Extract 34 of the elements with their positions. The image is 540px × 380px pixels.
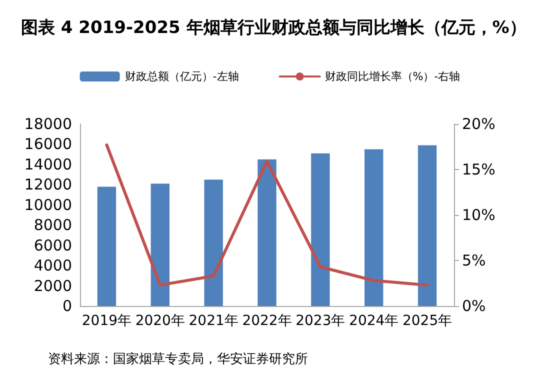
x-tick-label: 2020年 [135,313,185,329]
bar [204,180,223,306]
x-tick-label: 2023年 [296,313,346,329]
x-tick-label: 2019年 [82,313,132,329]
bar [150,184,170,306]
y-tick-label: 0 [62,297,72,315]
bar [97,186,116,306]
legend-label: 财政同比增长率（%）-右轴 [324,70,460,83]
y-tick-label: 2000 [34,276,72,295]
y-tick-label: 8000 [34,216,72,234]
y-tick-label: 10000 [24,196,72,214]
y2-tick-label: 15% [462,160,496,178]
y-tick-label: 6000 [34,236,72,254]
y2-tick-label: 0% [462,297,486,315]
x-tick-label: 2022年 [242,313,292,329]
y-tick-label: 18000 [24,115,72,133]
legend-label: 财政总额（亿元）-左轴 [124,70,239,83]
x-tick-label: 2021年 [188,313,238,329]
y-tick-label: 4000 [34,256,72,275]
chart-title: 图表 4 2019-2025 年烟草行业财政总额与同比增长（亿元，%） [21,18,526,38]
y-tick-label: 16000 [24,135,72,154]
y-tick-label: 12000 [24,176,72,194]
line-series [105,143,429,287]
x-tick-label: 2024年 [349,313,399,329]
y2-tick-label: 10% [462,206,496,224]
y-tick-label: 14000 [24,155,72,174]
y2-tick-label: 20% [462,115,496,133]
bar [364,149,384,306]
bar [311,153,330,306]
text: 资料来源：国家烟草专卖局，华安证券研究所 [48,351,308,367]
bar [258,159,276,306]
bar [418,145,437,306]
y2-tick-label: 5% [462,252,486,270]
x-tick-label: 2025年 [402,313,452,329]
